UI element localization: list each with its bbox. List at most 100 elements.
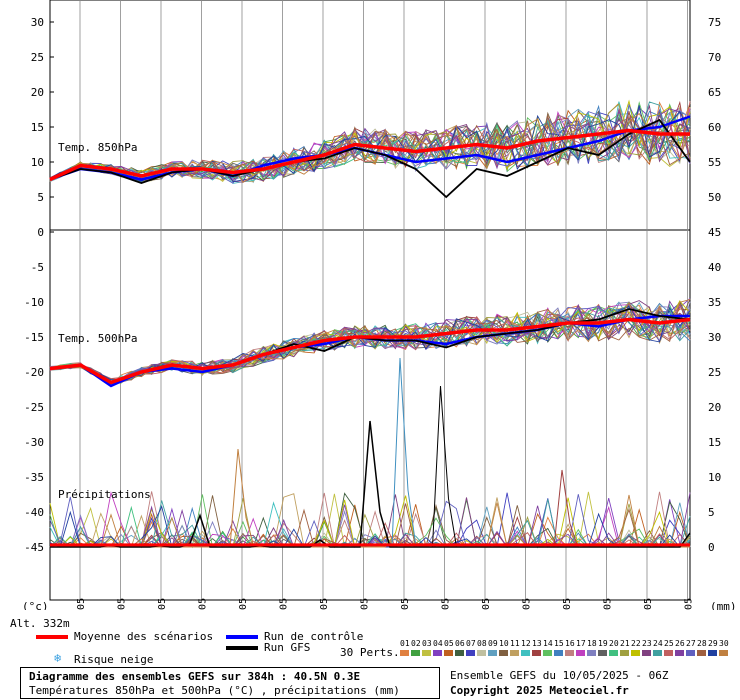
date-label: 17/05 (319, 598, 330, 610)
lower-left-tick: -40 (24, 506, 44, 519)
lower-right-tick: 40 (708, 261, 721, 274)
upper-left-tick: 25 (31, 51, 44, 64)
copyright: Copyright 2025 Meteociel.fr (450, 684, 629, 697)
upper-left-tick: 30 (31, 16, 44, 29)
upper-left-tick: 5 (37, 191, 44, 204)
lower-panel-frame (49, 229, 691, 601)
pert-number: 09 (488, 639, 498, 648)
pert-number: 03 (422, 639, 432, 648)
mean-line-t850 (49, 128, 690, 182)
date-label: 20/05 (441, 598, 452, 610)
pert-number: 22 (631, 639, 641, 648)
pert-line-t500 (49, 305, 691, 381)
perts-label: 30 Perts. (340, 646, 400, 659)
pert-number: 10 (499, 639, 509, 648)
pert-number: 18 (587, 639, 597, 648)
pert-color-swatch (675, 650, 684, 656)
pert-color-swatch (411, 650, 420, 656)
precip-peak (229, 448, 255, 548)
upper-panel-label: Temp. 850hPa (58, 141, 137, 154)
lower-right-tick: 0 (708, 541, 715, 554)
upper-left-tick: 10 (31, 156, 44, 169)
upper-right-tick: 60 (708, 121, 721, 134)
upper-right-tick: 65 (708, 86, 721, 99)
date-label: 13/05 (157, 598, 168, 610)
date-label: 25/05 (643, 598, 654, 610)
upper-left-tick: 20 (31, 86, 44, 99)
pert-color-swatch (708, 650, 717, 656)
upper-right-tick: 55 (708, 156, 721, 169)
pert-color-swatch (477, 650, 486, 656)
altitude-label: Alt. 332m (10, 617, 70, 630)
left-unit-label: (°c) (22, 600, 49, 610)
title-line-2: Températures 850hPa et 500hPa (°C) , pré… (29, 684, 400, 697)
lower-right-tick: 25 (708, 366, 721, 379)
pert-number: 11 (510, 639, 520, 648)
pert-number: 15 (554, 639, 564, 648)
gfs-legend-swatch (226, 646, 258, 650)
pert-number: 13 (532, 639, 542, 648)
pert-color-swatch (631, 650, 640, 656)
pert-number: 12 (521, 639, 531, 648)
date-label: 12/05 (117, 598, 128, 610)
lower-right-tick: 5 (708, 506, 715, 519)
date-label: 26/05 (684, 598, 695, 610)
pert-number: 14 (543, 639, 553, 648)
pert-color-swatch (422, 650, 431, 656)
lower-left-tick: -30 (24, 436, 44, 449)
title-line-1: Diagramme des ensembles GEFS sur 384h : … (29, 670, 361, 683)
snowflake-icon: ❄ (54, 651, 62, 665)
pert-number: 20 (609, 639, 619, 648)
lower-right-tick: 10 (708, 471, 721, 484)
precip-peak (553, 469, 579, 548)
pert-color-swatch (576, 650, 585, 656)
upper-left-tick: 15 (31, 121, 44, 134)
date-label: 15/05 (238, 598, 249, 610)
lower-left-tick: -45 (24, 541, 44, 554)
pert-number: 25 (664, 639, 674, 648)
pert-number: 28 (697, 639, 707, 648)
pert-number: 30 (719, 639, 729, 648)
pert-number: 26 (675, 639, 685, 648)
pert-color-swatch (488, 650, 497, 656)
upper-right-tick: 50 (708, 191, 721, 204)
pert-color-swatch (565, 650, 574, 656)
pert-number: 05 (444, 639, 454, 648)
upper-right-tick: 70 (708, 51, 721, 64)
date-label: 11/05 (76, 598, 87, 610)
lower-left-tick: -5 (31, 261, 44, 274)
pert-color-swatch (400, 650, 409, 656)
date-label: 23/05 (562, 598, 573, 610)
pert-color-swatch (719, 650, 728, 656)
pert-line-precip (50, 505, 691, 548)
pert-number: 24 (653, 639, 663, 648)
pert-number: 17 (576, 639, 586, 648)
pert-number: 06 (455, 639, 465, 648)
pert-color-swatch (433, 650, 442, 656)
pert-color-swatch (543, 650, 552, 656)
pert-number: 07 (466, 639, 476, 648)
pert-color-swatch (499, 650, 508, 656)
lower-right-tick: 45 (708, 226, 721, 239)
pert-color-swatch (620, 650, 629, 656)
mean-legend-swatch (36, 635, 68, 639)
pert-number: 29 (708, 639, 718, 648)
pert-color-swatch (532, 650, 541, 656)
pert-number: 23 (642, 639, 652, 648)
pert-number: 01 (400, 639, 410, 648)
pert-color-swatch (642, 650, 651, 656)
date-label: 22/05 (522, 598, 533, 610)
pert-color-swatch (521, 650, 530, 656)
pert-color-swatch (598, 650, 607, 656)
pert-number: 19 (598, 639, 608, 648)
run-info: Ensemble GEFS du 10/05/2025 - 06Z (450, 669, 669, 682)
pert-color-swatch (444, 650, 453, 656)
pert-color-swatch (664, 650, 673, 656)
precip-peak (391, 357, 417, 548)
snow-legend-label: Risque neige (74, 653, 154, 666)
pert-color-swatch (686, 650, 695, 656)
date-label: 18/05 (360, 598, 371, 610)
lower-right-tick: 30 (708, 331, 721, 344)
mean-legend-label: Moyenne des scénarios (74, 630, 214, 643)
pert-color-swatch (455, 650, 464, 656)
